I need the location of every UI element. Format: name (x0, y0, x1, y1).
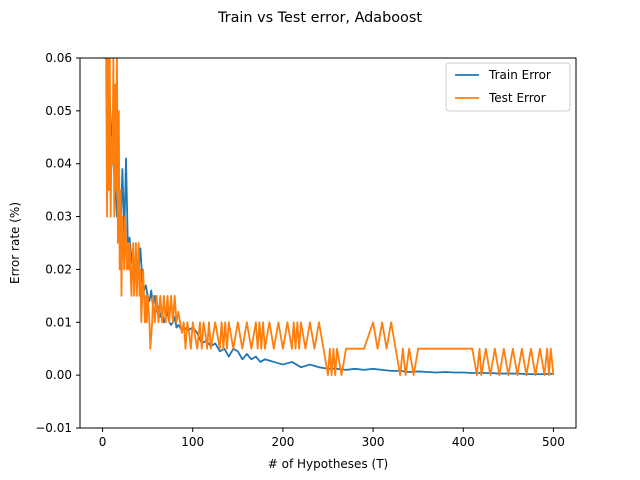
x-tick-label: 300 (362, 435, 385, 449)
x-tick-label: 100 (181, 435, 204, 449)
x-axis-label: # of Hypotheses (T) (268, 457, 388, 471)
y-tick-label: 0.00 (45, 368, 72, 382)
x-tick-label: 0 (99, 435, 107, 449)
y-axis-label: Error rate (%) (8, 202, 22, 284)
plot-frame (79, 57, 577, 429)
legend-label-train: Train Error (488, 68, 551, 82)
y-tick-label: 0.06 (45, 51, 72, 65)
y-tick-label: 0.04 (45, 157, 72, 171)
y-tick-label: −0.01 (35, 421, 72, 435)
y-tick-label: 0.02 (45, 262, 72, 276)
x-tick-label: 500 (542, 435, 565, 449)
y-tick-label: 0.05 (45, 104, 72, 118)
legend-label-test: Test Error (488, 91, 546, 105)
chart-legend: Train Error Test Error (445, 62, 571, 112)
x-tick-label: 200 (271, 435, 294, 449)
y-tick-label: 0.03 (45, 210, 72, 224)
series-line-test (103, 58, 555, 377)
plot-lines (103, 58, 555, 377)
chart-title: Train vs Test error, Adaboost (217, 10, 422, 26)
x-axis-ticks: 0 100 200 300 400 500 (99, 428, 565, 449)
y-tick-label: 0.01 (45, 315, 72, 329)
x-tick-label: 400 (452, 435, 475, 449)
y-axis-ticks: −0.01 0.00 0.01 0.02 0.03 0.04 0.05 0.06 (35, 51, 80, 435)
